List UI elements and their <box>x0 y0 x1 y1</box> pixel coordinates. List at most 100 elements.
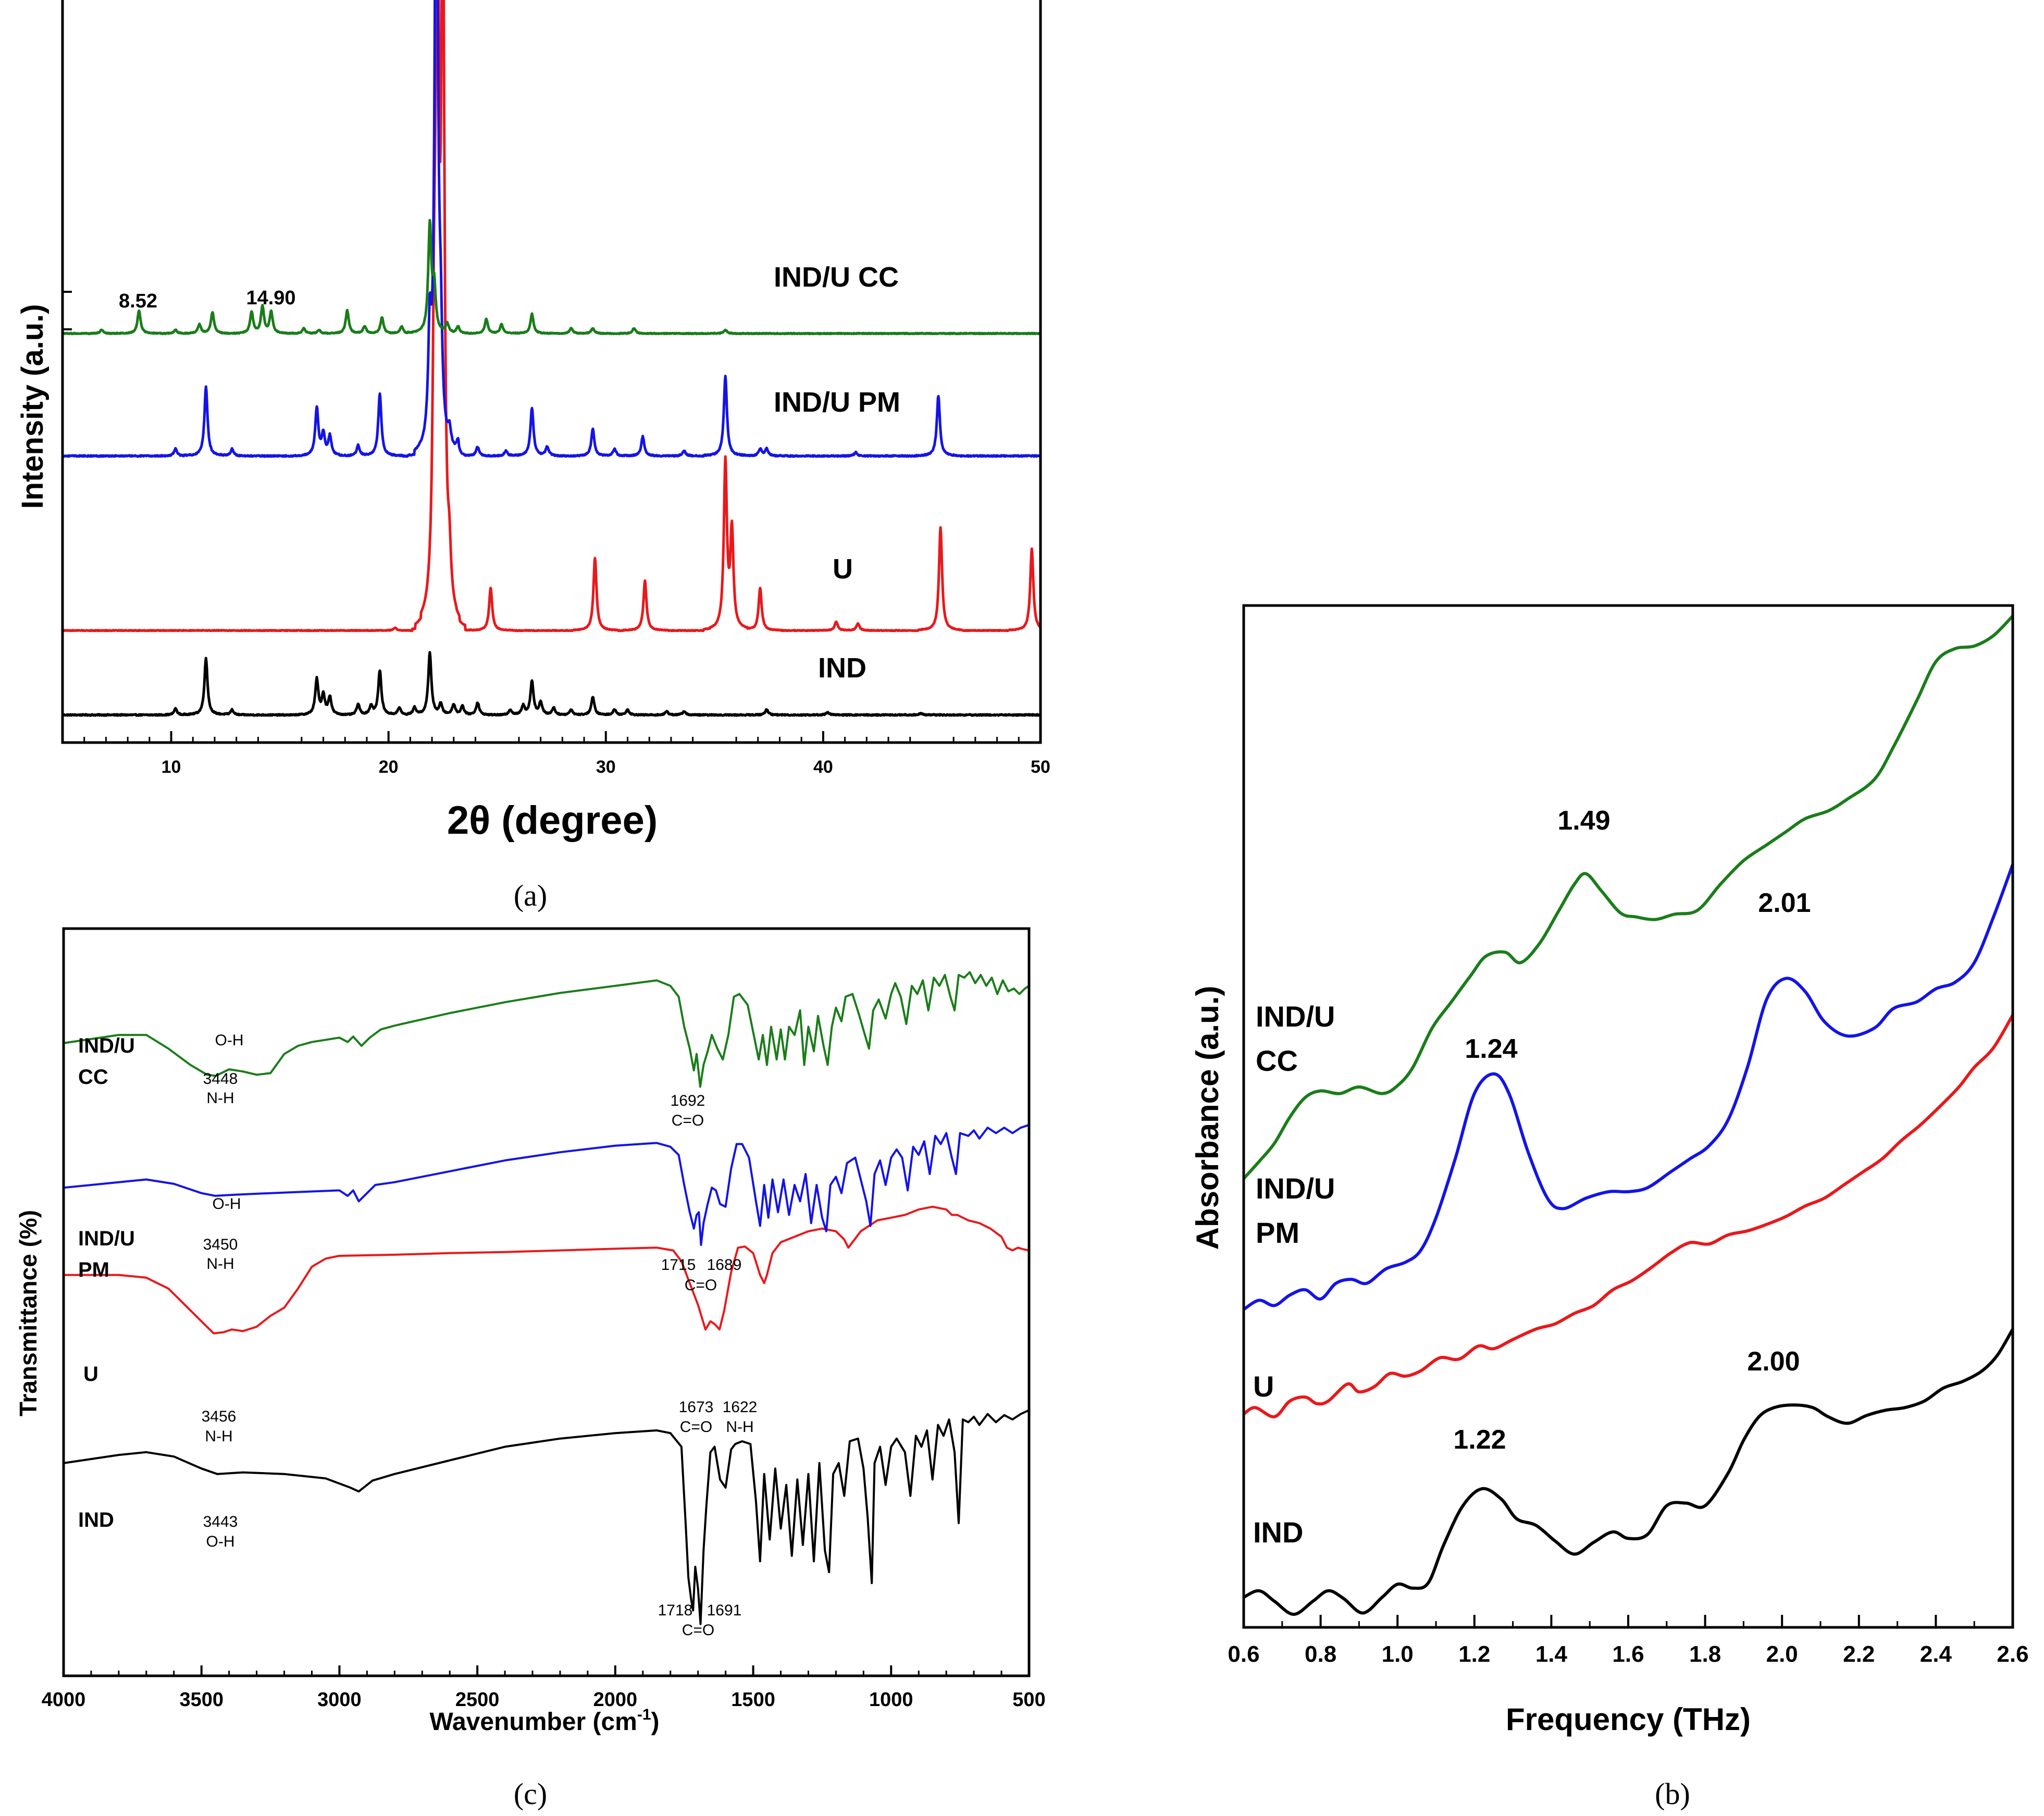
panel-b-annotation-1-49: 1.49 <box>1557 806 1610 836</box>
panel-a-label-pm: IND/U PM <box>774 387 900 418</box>
panel-c-u-co: C=O <box>680 1418 713 1436</box>
panel-a-ylabel: Intensity (a.u.) <box>16 304 49 509</box>
panel-b-xtick-label: 1.2 <box>1458 1641 1490 1667</box>
panel-c-xtick-label: 3500 <box>179 1689 224 1711</box>
panel-c-label-pm: IND/U PM <box>78 1227 141 1281</box>
panel-b-series-pm <box>1243 864 2014 1311</box>
panel-c-label-pm-line2: PM <box>78 1258 109 1281</box>
panel-c: 4000 3500 3000 2500 2000 1500 1000 500 Transmit… <box>15 927 1046 1811</box>
panel-a-xtick-label: 50 <box>1031 757 1050 777</box>
panel-b-xtick-label: 1.8 <box>1689 1641 1721 1667</box>
panel-c-xtick-label: 2000 <box>593 1689 638 1711</box>
panel-c-series-cc <box>63 971 1030 1088</box>
panel-c-u-nh2: N-H <box>726 1418 753 1436</box>
panel-c-ind-oh: O-H <box>206 1533 235 1550</box>
panel-b-xtick-label: 1.6 <box>1612 1641 1644 1667</box>
panel-c-pm-1715: 1715 <box>661 1256 696 1274</box>
panel-c-cc-nh: N-H <box>206 1090 234 1107</box>
panel-c-pm-3450: 3450 <box>203 1236 238 1253</box>
panel-b-series-u <box>1243 1014 2014 1418</box>
panel-a: 10 20 30 40 50 Intensity (a.u.) 2θ (degree) … <box>16 0 1050 912</box>
panel-b-ylabel: Absorbance (a.u.) <box>1190 986 1225 1250</box>
panel-c-xlabel-end: ) <box>651 1708 660 1736</box>
panel-a-xtick-label: 20 <box>379 757 399 777</box>
panel-b-label-pm-line1: IND/U <box>1256 1172 1335 1205</box>
panel-c-xtick-label: 500 <box>1012 1689 1045 1711</box>
panel-c-label-pm-line1: IND/U <box>78 1227 135 1250</box>
panel-c-u-nh: N-H <box>205 1428 232 1445</box>
panel-c-cc-3448: 3448 <box>203 1070 238 1088</box>
panel-c-series <box>63 971 1030 1625</box>
panel-c-ylabel: Transmittance (%) <box>15 1210 42 1416</box>
panel-c-xlabel-sup: -1 <box>637 1706 651 1723</box>
panel-c-pm-oh: O-H <box>213 1195 241 1213</box>
panel-c-label-ind: IND <box>78 1509 114 1531</box>
panel-c-cc-oh: O-H <box>215 1032 244 1049</box>
panel-b-ticks: 0.6 0.8 1.0 1.2 1.4 1.6 1.8 2.0 2.2 2.4 2.6 <box>1228 1615 2029 1667</box>
panel-c-xlabel-main: Wavenumber (cm <box>430 1708 637 1736</box>
panel-c-series-ind <box>63 1409 1030 1625</box>
panel-c-ind-1718: 1718 <box>658 1602 693 1619</box>
panel-a-series <box>63 0 1042 717</box>
panel-c-xlabel: Wavenumber (cm-1) <box>430 1706 660 1736</box>
panel-c-ind-3443: 3443 <box>203 1513 238 1530</box>
panel-c-cc-1692: 1692 <box>671 1092 705 1109</box>
panel-a-caption: (a) <box>514 879 547 912</box>
panel-b-axes <box>1242 604 2014 1629</box>
panel-c-label-cc: IND/U CC <box>78 1034 141 1089</box>
panel-a-series-u <box>63 0 1042 633</box>
panel-c-axes <box>62 927 1031 1677</box>
panel-c-caption: (c) <box>514 1777 547 1811</box>
panel-a-series-ind <box>63 651 1042 717</box>
panel-b-xtick-label: 2.4 <box>1920 1641 1952 1667</box>
panel-b-label-u: U <box>1253 1370 1274 1403</box>
panel-c-ticks: 4000 3500 3000 2500 2000 1500 1000 500 <box>42 1665 1046 1711</box>
panel-a-xtick-label: 40 <box>813 757 833 777</box>
panel-a-series-cc <box>63 219 1042 336</box>
panel-c-xtick-label: 1500 <box>731 1689 775 1711</box>
panel-c-xtick-label: 3000 <box>317 1689 362 1711</box>
panel-b-label-ind: IND <box>1253 1516 1303 1549</box>
panel-b-annotation-1-24: 1.24 <box>1465 1034 1517 1064</box>
panel-a-label-ind: IND <box>818 652 866 684</box>
panel-c-u-1673: 1673 <box>679 1399 714 1416</box>
panel-b-xtick-label: 2.6 <box>1997 1641 2028 1667</box>
panel-c-xtick-label: 2500 <box>455 1689 500 1711</box>
panel-c-label-u: U <box>83 1363 98 1386</box>
panel-c-series-pm <box>63 1123 1030 1246</box>
panel-b-xtick-label: 2.2 <box>1843 1641 1875 1667</box>
panel-a-series-pm <box>63 0 1042 458</box>
panel-b-xlabel: Frequency (THz) <box>1506 1702 1751 1737</box>
panel-b: 0.6 0.8 1.0 1.2 1.4 1.6 1.8 2.0 2.2 2.4 2.6 Absorb… <box>1190 604 2029 1811</box>
panel-c-ind-co: C=O <box>682 1622 715 1639</box>
panel-b-annotation-2-01: 2.01 <box>1758 888 1811 918</box>
panel-c-u-1622: 1622 <box>723 1399 758 1416</box>
panel-b-series-cc <box>1243 614 2014 1180</box>
panel-b-series <box>1243 614 2014 1616</box>
panel-c-ind-1691: 1691 <box>707 1602 742 1619</box>
panel-b-caption: (b) <box>1655 1777 1690 1811</box>
panel-b-xtick-label: 1.0 <box>1382 1641 1414 1667</box>
panel-b-annotation-2-00: 2.00 <box>1747 1346 1800 1377</box>
panel-b-label-pm-line2: PM <box>1256 1216 1299 1249</box>
panel-c-pm-co: C=O <box>685 1277 717 1294</box>
panel-a-annotation-14-90: 14.90 <box>246 287 295 309</box>
panel-c-pm-nh: N-H <box>206 1255 234 1273</box>
panel-a-label-u: U <box>833 553 853 585</box>
panel-b-xtick-label: 0.8 <box>1305 1641 1336 1667</box>
panel-c-u-3456: 3456 <box>202 1408 237 1425</box>
panel-c-pm-1689: 1689 <box>707 1256 742 1274</box>
panel-b-series-ind <box>1243 1328 2014 1616</box>
panel-a-ticks: 10 20 30 40 50 <box>63 291 1050 777</box>
panel-b-xtick-label: 0.6 <box>1228 1641 1259 1667</box>
panel-b-label-cc-line2: CC <box>1256 1044 1298 1077</box>
panel-a-annotation-8-52: 8.52 <box>119 290 157 312</box>
panel-a-label-cc: IND/U CC <box>774 262 899 293</box>
panel-c-cc-co: C=O <box>672 1112 704 1129</box>
panel-a-xtick-label: 10 <box>162 757 181 777</box>
panel-a-xtick-label: 30 <box>596 757 616 777</box>
panel-c-label-cc-line1: IND/U <box>78 1034 135 1057</box>
panel-c-xtick-label: 4000 <box>42 1689 86 1711</box>
panel-a-axes <box>61 0 1042 744</box>
